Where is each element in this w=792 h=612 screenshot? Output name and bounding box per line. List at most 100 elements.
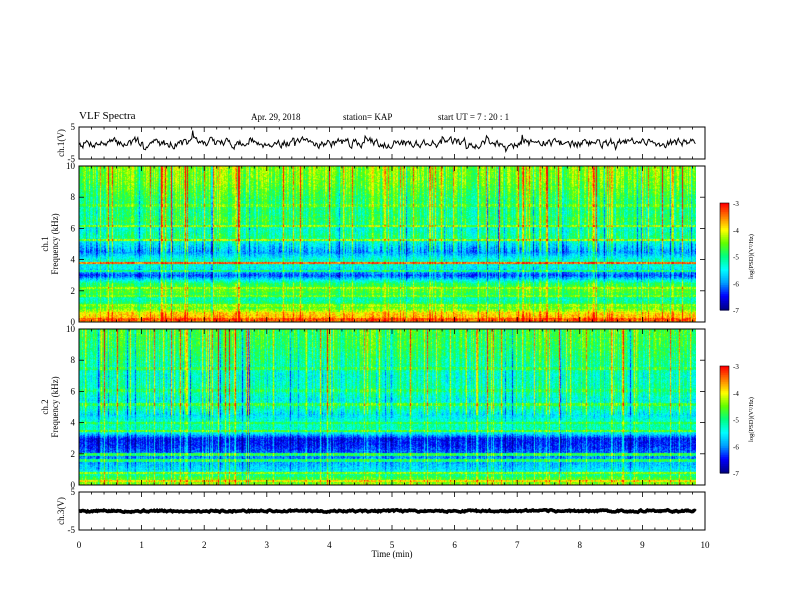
x-tick-labels: 0 1 2 3 4 5 6 7 8 9 10 [77, 540, 710, 550]
colorbar-swatch [720, 249, 729, 252]
colorbar-swatch [720, 222, 729, 225]
colorbar-swatch [720, 263, 729, 267]
colorbar-swatch [720, 471, 729, 474]
colorbar-swatch [720, 206, 729, 209]
colorbar-swatch [720, 383, 729, 387]
colorbar-swatch [720, 401, 729, 405]
colorbar-swatch [720, 265, 729, 268]
colorbar-swatch [720, 451, 729, 454]
colorbar-swatch [720, 380, 729, 383]
y-tick-label: -5 [68, 154, 76, 164]
x-tick-label: 9 [640, 540, 645, 550]
colorbar-swatch [720, 211, 729, 215]
colorbar-swatch [720, 299, 729, 302]
colorbar-tick-label: -7 [733, 470, 739, 478]
colorbar-swatch [720, 456, 729, 460]
y-tick-label: 8 [71, 355, 76, 365]
colorbar-swatch [720, 448, 729, 451]
y-ticks-ch1-spectrogram: 0 2 4 6 8 10 [66, 161, 705, 327]
colorbar-swatch [720, 390, 729, 394]
colorbar-swatch [720, 421, 729, 424]
colorbar-tick-label: -4 [733, 227, 739, 235]
colorbar-swatch [720, 403, 729, 406]
colorbar-swatch [720, 407, 729, 410]
y-axis-label-ch1-spectrogram: ch.1Frequency (kHz) [40, 213, 60, 274]
colorbar-swatch [720, 446, 729, 449]
colorbar-swatch [720, 295, 729, 299]
x-axis-label: Time (min) [372, 549, 413, 559]
colorbar-swatch [720, 210, 729, 213]
waveform-ch1-waveform [78, 130, 696, 153]
colorbar-swatch [720, 430, 729, 433]
colorbar-swatch [720, 247, 729, 250]
colorbar-swatch [720, 378, 729, 381]
colorbar-swatch [720, 453, 729, 456]
colorbar-swatch [720, 449, 729, 453]
colorbar-swatch [720, 408, 729, 412]
colorbar-swatch [720, 277, 729, 281]
x-tick-label: 10 [701, 540, 711, 550]
colorbar-swatch [720, 270, 729, 274]
colorbar-swatch [720, 279, 729, 283]
chart-title: VLF Spectra [79, 110, 136, 122]
colorbar-swatch [720, 281, 729, 284]
x-tick-label: 4 [327, 540, 332, 550]
colorbar-swatch [720, 399, 729, 403]
colorbar-swatch [720, 215, 729, 218]
colorbar-frame [719, 365, 730, 474]
colorbar-ch1-spectrogram: -3 -4 -5 -6 -7 log(PSD)(V²/Hz) [719, 200, 755, 315]
colorbar-swatch [720, 417, 729, 421]
colorbar-swatch [720, 306, 729, 309]
x-ticks-ch3-waveform [78, 492, 706, 530]
y-tick-label: 6 [71, 223, 76, 233]
y-tick-label: 10 [66, 161, 76, 171]
colorbar-swatch [720, 256, 729, 259]
x-ticks-ch2-spectrogram [78, 329, 706, 485]
colorbar-swatch [720, 261, 729, 265]
colorbar-swatch [720, 267, 729, 270]
colorbar-swatch [720, 226, 729, 229]
colorbar-swatch [720, 440, 729, 444]
colorbar-swatch [720, 292, 729, 295]
colorbar-swatch [720, 366, 729, 369]
colorbar-swatch [720, 394, 729, 397]
colorbar-swatch [720, 297, 729, 300]
y-axis-label-ch2-spectrogram: ch.2Frequency (kHz) [40, 376, 60, 437]
colorbar-swatch [720, 367, 729, 371]
colorbar-swatch [720, 385, 729, 388]
colorbar-label: log(PSD)(V²/Hz) [748, 234, 755, 279]
colorbar-swatch [720, 285, 729, 288]
waveform-ch3-waveform [78, 507, 697, 515]
colorbar-swatch [720, 204, 729, 208]
colorbar-swatch [720, 272, 729, 275]
colorbar-swatch [720, 369, 729, 372]
colorbar-swatch [720, 405, 729, 408]
colorbar-swatch [720, 458, 729, 462]
colorbar-swatch [720, 382, 729, 385]
colorbar-frame [719, 202, 730, 311]
colorbar-swatch [720, 462, 729, 465]
colorbar-swatch [720, 268, 729, 272]
colorbar-swatch [720, 293, 729, 297]
colorbar-swatch [720, 233, 729, 236]
x-tick-label: 7 [515, 540, 520, 550]
y-tick-label: 6 [71, 386, 76, 396]
y-ticks-ch2-spectrogram: 0 2 4 6 8 10 [66, 324, 705, 490]
colorbar-swatch [720, 245, 729, 249]
colorbar-swatch [720, 371, 729, 374]
start-time-label: start UT = 7 : 20 : 1 [438, 112, 510, 122]
colorbar-swatch [720, 455, 729, 458]
colorbar-swatch [720, 467, 729, 471]
date-label: Apr. 29, 2018 [251, 112, 301, 122]
colorbar-label: log(PSD)(V²/Hz) [748, 397, 755, 442]
colorbar-swatch [720, 465, 729, 469]
colorbar-swatch [720, 208, 729, 211]
colorbar-tick-label: -5 [733, 254, 739, 262]
y-ticks-ch1-waveform: 5 -5 [68, 122, 705, 164]
colorbar-swatch [720, 389, 729, 392]
colorbar-swatch [720, 227, 729, 231]
colorbar-ch2-spectrogram: -3 -4 -5 -6 -7 log(PSD)(V²/Hz) [719, 363, 755, 478]
colorbar-swatch [720, 254, 729, 258]
y-tick-label: 2 [71, 449, 76, 459]
